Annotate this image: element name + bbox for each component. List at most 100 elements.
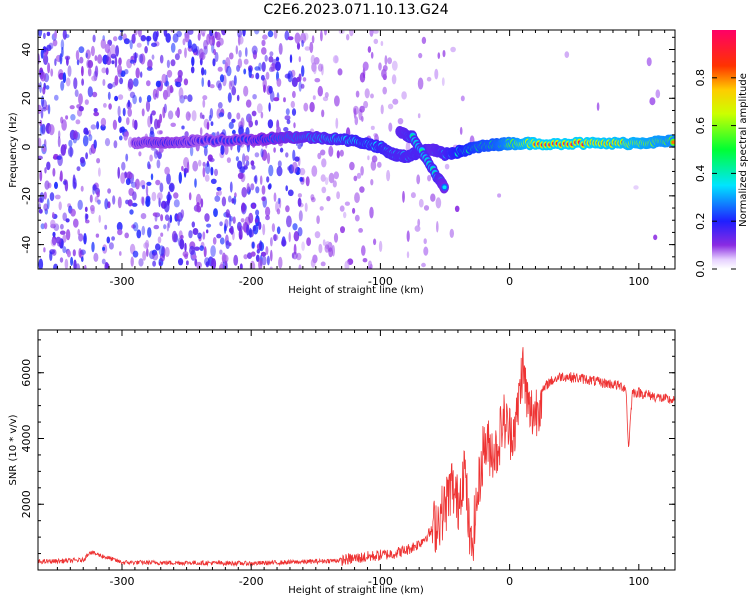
noise-speckle	[229, 181, 233, 193]
noise-speckle	[328, 145, 334, 157]
noise-speckle	[287, 166, 291, 171]
noise-speckle	[85, 152, 88, 160]
noise-speckle	[127, 108, 132, 117]
noise-speckle	[79, 156, 85, 164]
noise-speckle	[246, 224, 250, 236]
noise-speckle	[352, 207, 356, 214]
noise-speckle	[85, 52, 88, 58]
noise-speckle	[317, 63, 323, 72]
noise-speckle	[189, 245, 195, 255]
noise-speckle	[38, 155, 43, 160]
noise-speckle	[370, 125, 375, 130]
noise-speckle	[227, 111, 232, 120]
noise-speckle	[373, 238, 377, 246]
noise-speckle	[182, 251, 189, 258]
noise-speckle	[653, 234, 658, 241]
noise-speckle	[62, 180, 67, 185]
noise-speckle	[311, 35, 315, 44]
noise-speckle	[150, 173, 154, 181]
noise-speckle	[437, 52, 441, 59]
spectrogram-x-label: Height of straight line (km)	[288, 285, 424, 296]
noise-speckle	[261, 185, 266, 195]
noise-speckle	[166, 173, 171, 185]
noise-speckle	[297, 143, 302, 150]
noise-speckle	[125, 178, 131, 186]
noise-speckle	[336, 191, 340, 200]
noise-speckle	[304, 202, 308, 212]
noise-speckle	[430, 193, 436, 202]
noise-speckle	[191, 221, 195, 228]
noise-speckle	[277, 197, 281, 205]
noise-speckle	[255, 72, 260, 80]
noise-speckle	[267, 119, 274, 129]
noise-speckle	[107, 91, 111, 100]
noise-speckle	[206, 121, 210, 130]
noise-speckle	[333, 171, 339, 180]
noise-speckle	[184, 31, 190, 43]
noise-speckle	[107, 83, 113, 90]
noise-speckle	[296, 42, 301, 50]
noise-speckle	[191, 110, 197, 122]
noise-speckle	[60, 144, 66, 156]
noise-speckle	[655, 89, 661, 99]
noise-speckle	[38, 137, 42, 148]
noise-speckle	[346, 34, 350, 41]
noise-speckle	[251, 110, 257, 117]
noise-speckle	[43, 54, 49, 65]
noise-speckle	[321, 186, 327, 194]
noise-speckle	[184, 47, 187, 59]
x-tick-label: 100	[628, 575, 649, 588]
noise-speckle	[401, 91, 407, 100]
noise-speckle	[359, 186, 365, 193]
noise-speckle	[84, 264, 87, 269]
noise-speckle	[381, 68, 387, 79]
noise-speckle	[65, 218, 70, 223]
noise-speckle	[129, 91, 136, 99]
noise-speckle	[158, 245, 165, 257]
noise-speckle	[228, 215, 232, 228]
noise-speckle	[132, 250, 139, 258]
noise-speckle	[106, 236, 111, 244]
noise-speckle	[224, 144, 229, 155]
noise-speckle	[158, 261, 162, 266]
noise-speckle	[259, 240, 263, 251]
noise-speckle	[207, 79, 211, 88]
noise-speckle	[77, 108, 83, 117]
noise-speckle	[196, 205, 202, 213]
noise-speckle	[264, 54, 268, 62]
noise-speckle	[370, 93, 374, 99]
noise-speckle	[97, 54, 103, 64]
noise-speckle	[87, 86, 93, 98]
noise-speckle	[278, 43, 283, 55]
noise-speckle	[421, 262, 426, 268]
colorbar-ticks: 0.0 0.2 0.4 0.6 0.8	[694, 69, 736, 278]
noise-speckle	[104, 261, 109, 269]
noise-speckle	[141, 108, 145, 117]
noise-speckle	[151, 42, 157, 48]
noise-speckle	[48, 124, 55, 136]
noise-speckle	[231, 86, 237, 96]
noise-speckle	[268, 56, 274, 63]
noise-speckle	[450, 46, 456, 53]
snr-x-ticks: -300 -200 -100 0 100	[56, 330, 666, 588]
noise-speckle	[312, 254, 318, 264]
noise-speckle	[92, 34, 96, 43]
noise-speckle	[240, 218, 245, 223]
noise-speckle	[140, 71, 143, 78]
noise-speckle	[94, 55, 98, 62]
noise-speckle	[168, 182, 175, 193]
noise-speckle	[217, 66, 223, 72]
noise-speckle	[273, 147, 276, 153]
noise-speckle	[225, 57, 231, 69]
noise-speckle	[159, 130, 163, 135]
noise-speckle	[101, 67, 107, 74]
noise-speckle	[285, 185, 289, 192]
x-tick-label: 100	[628, 275, 649, 288]
noise-speckle	[384, 55, 388, 66]
noise-speckle	[206, 229, 209, 234]
noise-speckle	[335, 117, 339, 129]
noise-speckle	[334, 95, 340, 107]
noise-speckle	[102, 246, 106, 251]
noise-speckle	[178, 87, 184, 99]
